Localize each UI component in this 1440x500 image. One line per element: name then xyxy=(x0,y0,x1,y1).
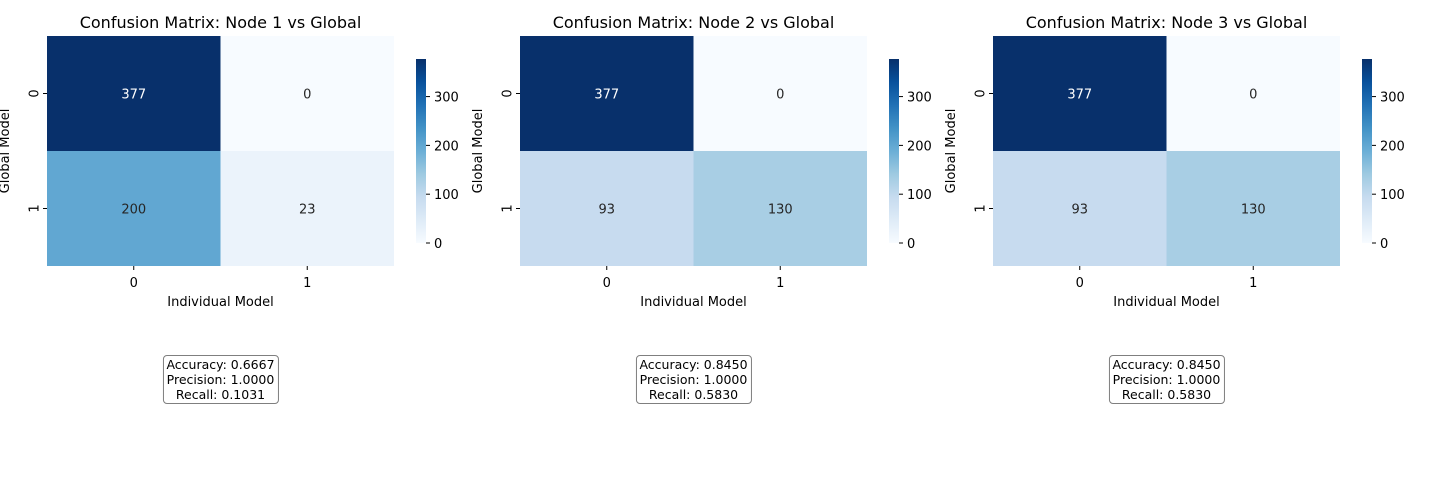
chart-title: Confusion Matrix: Node 1 vs Global xyxy=(80,13,362,32)
chart-title: Confusion Matrix: Node 3 vs Global xyxy=(1026,13,1308,32)
colorbar-tick-label: 0 xyxy=(907,237,915,252)
colorbar-tick-label: 100 xyxy=(434,188,459,203)
x-tick-label: 1 xyxy=(303,276,311,291)
colorbar-tick-label: 300 xyxy=(1380,91,1405,106)
y-tick-label: 0 xyxy=(974,89,989,97)
x-axis-label: Individual Model xyxy=(640,295,746,310)
colorbar-tick-label: 200 xyxy=(1380,139,1405,154)
colorbar-tick-label: 200 xyxy=(907,139,932,154)
cell-value-label: 23 xyxy=(299,203,316,218)
x-tick-label: 0 xyxy=(603,276,611,291)
heatmap-cell xyxy=(993,36,1167,151)
chart-panel-3: Confusion Matrix: Node 3 vs Global 377 0 93… xyxy=(944,13,1405,310)
metric-line: Accuracy: 0.8450 xyxy=(639,357,748,372)
x-axis-label: Individual Model xyxy=(167,295,273,310)
cell-value-label: 130 xyxy=(768,203,793,218)
colorbar-tick-label: 300 xyxy=(434,91,459,106)
colorbar-tick-label: 100 xyxy=(1380,188,1405,203)
metric-line: Accuracy: 0.6667 xyxy=(166,357,275,372)
metric-line: Recall: 0.5830 xyxy=(648,387,739,402)
heatmap-cell xyxy=(520,151,694,266)
metric-line: Accuracy: 0.8450 xyxy=(1112,357,1221,372)
heatmap-cell xyxy=(693,36,867,151)
y-tick-label: 1 xyxy=(501,204,516,212)
heatmap-cell xyxy=(220,36,394,151)
x-tick-label: 0 xyxy=(130,276,138,291)
x-axis-label: Individual Model xyxy=(1113,295,1219,310)
y-tick-label: 0 xyxy=(501,89,516,97)
y-tick-label: 0 xyxy=(28,89,43,97)
metrics-box: Accuracy: 0.8450 Precision: 1.0000 Recall:… xyxy=(1108,355,1225,404)
heatmap-cell xyxy=(993,151,1167,266)
cell-value-label: 0 xyxy=(776,88,784,103)
colorbar-tick-label: 0 xyxy=(1380,237,1388,252)
cell-value-label: 0 xyxy=(1249,88,1257,103)
heatmap-cell xyxy=(1166,151,1340,266)
y-axis-label: Global Model xyxy=(0,109,13,194)
colorbar-tick-label: 300 xyxy=(907,91,932,106)
cell-value-label: 200 xyxy=(121,203,146,218)
colorbar-tick-label: 100 xyxy=(907,188,932,203)
cell-value-label: 93 xyxy=(598,203,615,218)
metric-line: Recall: 0.1031 xyxy=(175,387,266,402)
chart-title: Confusion Matrix: Node 2 vs Global xyxy=(553,13,835,32)
x-tick-label: 1 xyxy=(1249,276,1257,291)
y-tick-label: 1 xyxy=(974,204,989,212)
heatmap-cell xyxy=(1166,36,1340,151)
metric-line: Precision: 1.0000 xyxy=(1112,372,1221,387)
metric-line: Precision: 1.0000 xyxy=(639,372,748,387)
heatmap-cell xyxy=(220,151,394,266)
cell-value-label: 93 xyxy=(1071,203,1088,218)
x-tick-label: 1 xyxy=(776,276,784,291)
colorbar-tick-label: 0 xyxy=(434,237,442,252)
heatmap-cell xyxy=(47,36,221,151)
y-axis-label: Global Model xyxy=(471,109,486,194)
colorbar-tick-label: 200 xyxy=(434,139,459,154)
colorbar xyxy=(416,59,426,243)
metrics-box: Accuracy: 0.6667 Precision: 1.0000 Recall:… xyxy=(162,355,279,404)
heatmap-cell xyxy=(693,151,867,266)
colorbar xyxy=(889,59,899,243)
cell-value-label: 130 xyxy=(1241,203,1266,218)
y-tick-label: 1 xyxy=(28,204,43,212)
cell-value-label: 377 xyxy=(121,88,146,103)
x-tick-label: 0 xyxy=(1076,276,1084,291)
colorbar xyxy=(1362,59,1372,243)
heatmap-cell xyxy=(47,151,221,266)
cell-value-label: 377 xyxy=(1067,88,1092,103)
metric-line: Precision: 1.0000 xyxy=(166,372,275,387)
y-axis-label: Global Model xyxy=(944,109,959,194)
chart-panel-1: Confusion Matrix: Node 1 vs Global 377 0 20… xyxy=(0,13,459,310)
heatmap-cell xyxy=(520,36,694,151)
cell-value-label: 377 xyxy=(594,88,619,103)
metrics-box: Accuracy: 0.8450 Precision: 1.0000 Recall:… xyxy=(635,355,752,404)
cell-value-label: 0 xyxy=(303,88,311,103)
metric-line: Recall: 0.5830 xyxy=(1121,387,1212,402)
chart-panel-2: Confusion Matrix: Node 2 vs Global 377 0 93… xyxy=(471,13,932,310)
